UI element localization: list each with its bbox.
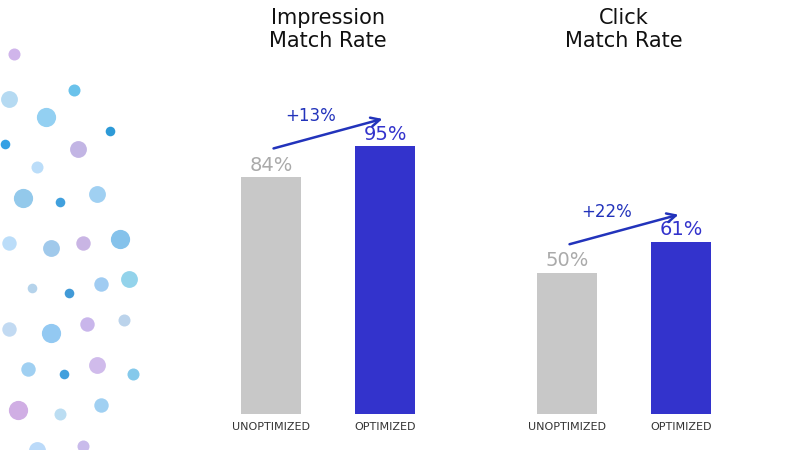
Point <box>90 190 103 197</box>
Point <box>58 370 70 377</box>
Point <box>44 329 57 337</box>
Point <box>0 140 11 148</box>
Point <box>12 406 25 413</box>
Point <box>77 442 89 449</box>
Point <box>44 244 57 251</box>
Point <box>7 50 20 58</box>
Point <box>94 401 107 409</box>
Text: +13%: +13% <box>286 107 336 125</box>
Point <box>77 239 89 247</box>
Bar <box>355 146 415 414</box>
Point <box>67 86 80 94</box>
Point <box>72 145 85 152</box>
Text: UNOPTIMIZED: UNOPTIMIZED <box>232 423 310 432</box>
Point <box>3 95 16 103</box>
Point <box>94 280 107 287</box>
Bar <box>537 273 597 414</box>
Point <box>30 163 43 170</box>
Text: 84%: 84% <box>249 156 293 175</box>
Point <box>3 325 16 332</box>
Text: Impression
Match Rate: Impression Match Rate <box>269 8 387 51</box>
Point <box>26 284 38 292</box>
Point <box>3 239 16 247</box>
Text: 50%: 50% <box>545 251 589 270</box>
Point <box>54 199 66 206</box>
Point <box>104 127 117 134</box>
Bar <box>241 177 301 414</box>
Point <box>90 361 103 368</box>
Point <box>17 194 30 202</box>
Point <box>114 235 126 242</box>
Text: UNOPTIMIZED: UNOPTIMIZED <box>528 423 606 432</box>
Point <box>122 275 135 283</box>
Point <box>118 316 130 323</box>
Text: OPTIMIZED: OPTIMIZED <box>650 423 712 432</box>
Text: 95%: 95% <box>363 125 407 144</box>
Text: Click
Match Rate: Click Match Rate <box>565 8 683 51</box>
Text: OPTIMIZED: OPTIMIZED <box>354 423 416 432</box>
Point <box>21 365 34 373</box>
Bar <box>651 242 711 414</box>
Text: 61%: 61% <box>659 220 703 239</box>
Point <box>62 289 75 296</box>
Text: +22%: +22% <box>582 203 632 221</box>
Point <box>40 113 53 121</box>
Point <box>54 410 66 418</box>
Point <box>127 370 140 377</box>
Point <box>81 320 94 328</box>
Point <box>30 446 43 450</box>
